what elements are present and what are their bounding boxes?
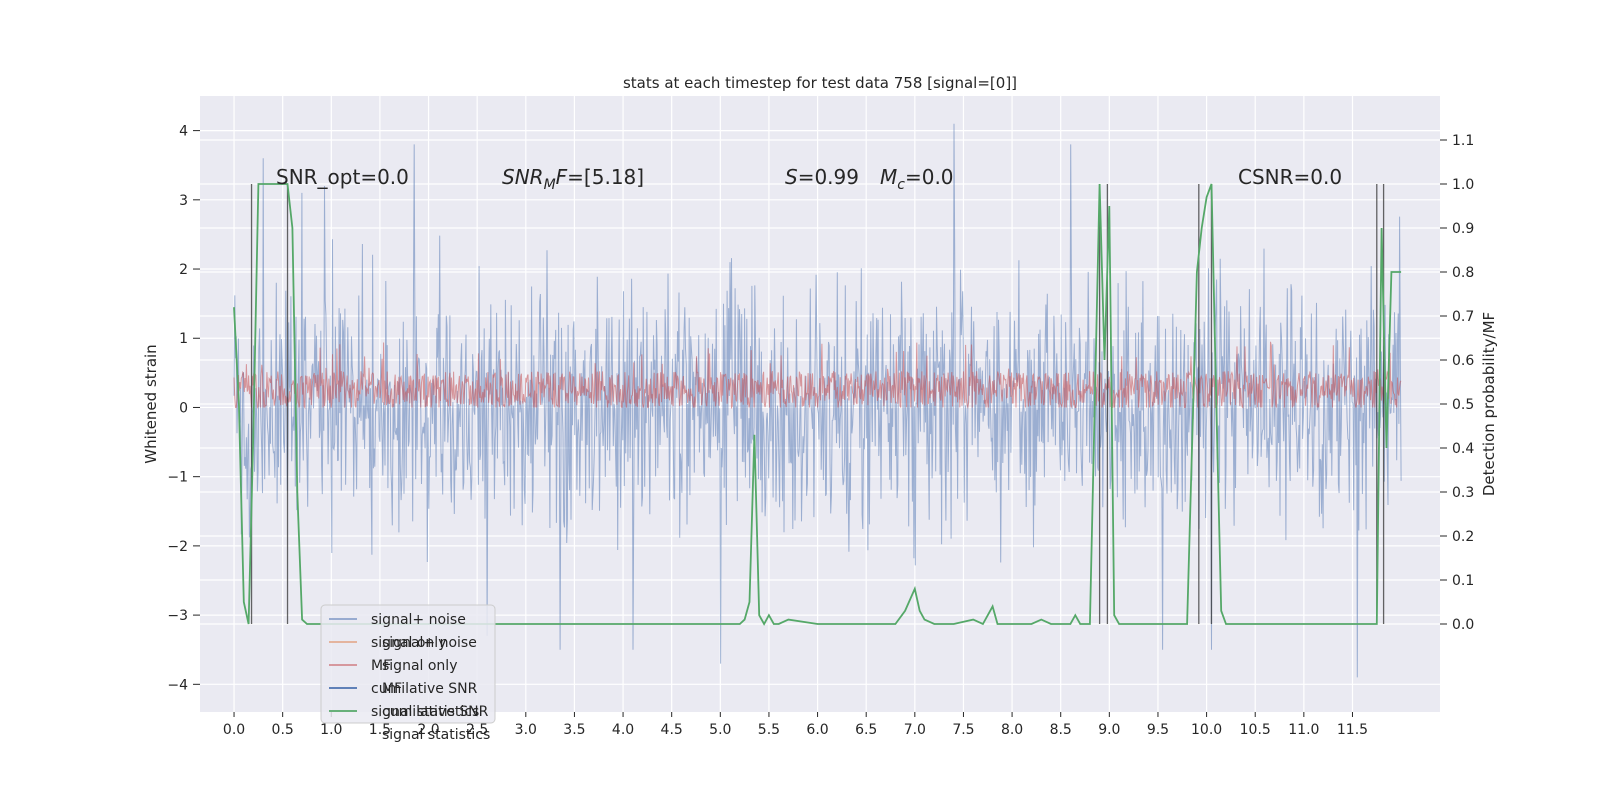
- annotation-snr-opt: SNR_opt=0.0: [276, 165, 409, 189]
- y-left-tick-label: −1: [167, 470, 188, 486]
- x-tick-label: 4.5: [661, 722, 683, 738]
- y-axis-left-label: Whitened strain: [142, 344, 160, 463]
- chart-title: stats at each timestep for test data 758…: [623, 74, 1017, 92]
- series-signal-noise: [233, 123, 1402, 678]
- legend-ghost-label: signal+ noise: [382, 635, 477, 651]
- x-tick-label: 6.5: [855, 722, 877, 738]
- annotation-s: S=0.99: [785, 165, 859, 189]
- legend-ghost-label: signal only: [382, 658, 457, 674]
- x-tick-label: 11.0: [1288, 722, 1319, 738]
- x-tick-label: 4.0: [612, 722, 634, 738]
- legend-ghost-labels: signal+ noise signal only MF cumilative SNR…: [382, 635, 490, 743]
- y-right-tick-label: 1.0: [1452, 177, 1474, 193]
- x-tick-label: 0.5: [272, 722, 294, 738]
- y-left-tick-label: 2: [179, 262, 188, 278]
- y-left-tick-label: −2: [167, 539, 188, 555]
- annotation-csnr: CSNR=0.0: [1238, 165, 1342, 189]
- legend-label: signal only: [371, 635, 446, 651]
- annotation-snr-mf: SNRMF=[5.18]: [502, 165, 644, 193]
- y-right-tick-label: 0.8: [1452, 265, 1474, 281]
- snr-mf-value: =[5.18]: [567, 165, 644, 189]
- y-right-tick-label: 0.7: [1452, 309, 1474, 325]
- y-right-tick-label: 0.9: [1452, 221, 1474, 237]
- x-tick-label: 3.5: [563, 722, 585, 738]
- legend-box: [320, 604, 496, 724]
- x-tick-label: 8.5: [1050, 722, 1072, 738]
- legend-ghost-label: signal statistics: [382, 727, 490, 743]
- s-value: =0.99: [798, 165, 859, 189]
- series-signal-statistics: [233, 183, 1402, 626]
- mc-symbol: M: [880, 165, 897, 189]
- y-right-tick-label: 0.2: [1452, 529, 1474, 545]
- y-right-tick-label: 0.5: [1452, 397, 1474, 413]
- x-tick-label: 9.0: [1098, 722, 1120, 738]
- x-tick-label: 8.0: [1001, 722, 1023, 738]
- y-right-tick-label: 0.0: [1452, 617, 1474, 633]
- x-tick-label: 10.5: [1240, 722, 1271, 738]
- snr-mf-subscript: M: [544, 177, 556, 193]
- y-right-tick-label: 1.1: [1452, 133, 1474, 149]
- mc-subscript: c: [897, 177, 905, 193]
- mf-trace: [233, 341, 1402, 410]
- y-right-tick-label: 0.6: [1452, 353, 1474, 369]
- x-tick-label: 1.5: [369, 722, 391, 738]
- y-axis-right-label: Detection probability/MF: [1480, 312, 1498, 496]
- x-tick-label: 0.0: [223, 722, 245, 738]
- x-tick-label: 2.5: [466, 722, 488, 738]
- x-tick-label: 6.0: [806, 722, 828, 738]
- mc-value: =0.0: [905, 165, 954, 189]
- legend-label: MF: [371, 658, 391, 674]
- x-tick-label: 3.0: [515, 722, 537, 738]
- x-tick-label: 11.5: [1337, 722, 1368, 738]
- x-tick-label: 7.5: [952, 722, 974, 738]
- legend-label: cumilative SNR: [371, 681, 478, 697]
- y-left-tick-label: 1: [179, 331, 188, 347]
- s-symbol: S: [785, 165, 798, 189]
- noise-trace: [233, 123, 1402, 678]
- x-tick-label: 5.5: [758, 722, 780, 738]
- x-tick-label: 7.0: [904, 722, 926, 738]
- y-left-tick-label: 0: [179, 400, 188, 416]
- y-left-tick-label: −3: [167, 608, 188, 624]
- legend-label: signal+ noise: [371, 612, 466, 628]
- annotation-mc: Mc=0.0: [880, 165, 954, 193]
- signal-statistics-line: [233, 183, 1402, 626]
- y-left-tick-label: 3: [179, 193, 188, 209]
- axis-ticks: 0.0 0.5 1.0 1.5 2.0 2.5 3.0 3.5 4.0 4.5 5.0 5.5 6.0 6…: [167, 124, 1474, 738]
- legend-label: signal statistics: [371, 704, 479, 720]
- y-right-tick-label: 0.4: [1452, 441, 1474, 457]
- x-tick-label: 9.5: [1147, 722, 1169, 738]
- y-left-tick-label: 4: [179, 124, 188, 140]
- x-tick-label: 1.0: [320, 722, 342, 738]
- annotations: SNR_opt=0.0 SNRMF=[5.18] S=0.99 Mc=0.0 C…: [276, 165, 1342, 193]
- legend-ghost-label: MF: [382, 681, 402, 697]
- x-tick-label: 5.0: [709, 722, 731, 738]
- y-right-tick-label: 0.1: [1452, 573, 1474, 589]
- x-tick-label: 10.0: [1191, 722, 1222, 738]
- x-tick-label: 2.0: [417, 722, 439, 738]
- series-mf: [233, 341, 1402, 410]
- snr-mf-symbol: SNR: [502, 165, 544, 189]
- y-right-tick-label: 0.3: [1452, 485, 1474, 501]
- y-left-tick-label: −4: [167, 677, 188, 693]
- snr-mf-f: F: [556, 165, 568, 189]
- legend-ghost-label: cumilative SNR: [382, 704, 489, 720]
